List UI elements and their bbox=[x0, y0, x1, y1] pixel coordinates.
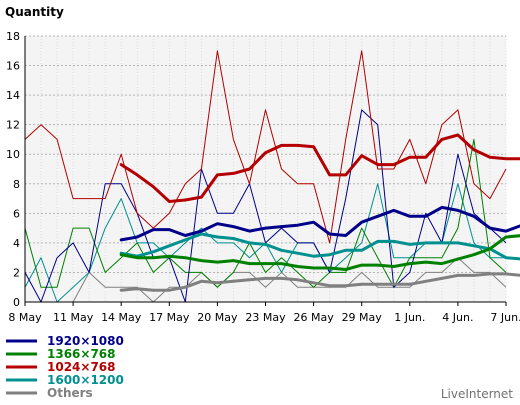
x-tick-label: 11 May bbox=[53, 311, 94, 324]
x-tick-label: 8 May bbox=[8, 311, 42, 324]
smoothed-line bbox=[119, 232, 520, 261]
smoothed-line bbox=[119, 272, 520, 292]
x-tick-label: 7 Jun. bbox=[490, 311, 520, 324]
legend-label: 1366×768 bbox=[47, 347, 116, 361]
smoothed-line bbox=[119, 205, 520, 242]
legend-label: 1920×1080 bbox=[47, 334, 124, 348]
y-tick-label: 6 bbox=[13, 207, 20, 220]
y-tick-label: 14 bbox=[6, 89, 20, 102]
legend-label: 1024×768 bbox=[47, 360, 116, 374]
smoothed-series-lines bbox=[119, 133, 520, 292]
x-tick-labels: 8 May 11 May 14 May 17 May 20 May 23 May 26 Ma… bbox=[8, 302, 520, 324]
y-tick-label: 0 bbox=[13, 296, 20, 309]
y-tick-label: 4 bbox=[13, 237, 20, 250]
credit-label: LiveInternet bbox=[441, 387, 513, 401]
smoothed-line bbox=[119, 133, 520, 203]
y-tick-label: 16 bbox=[6, 60, 20, 73]
x-tick-label: 23 May bbox=[245, 311, 286, 324]
x-tick-label: 14 May bbox=[101, 311, 142, 324]
y-tick-label: 18 bbox=[6, 30, 20, 43]
x-tick-label: 4 Jun. bbox=[442, 311, 473, 324]
daily-line bbox=[25, 257, 507, 303]
y-tick-label: 10 bbox=[6, 148, 20, 161]
y-tick-label: 2 bbox=[13, 266, 20, 279]
legend-label: Others bbox=[47, 386, 93, 400]
x-tick-label: 1 Jun. bbox=[394, 311, 425, 324]
smoothed-line bbox=[119, 234, 520, 271]
x-tick-label: 26 May bbox=[293, 311, 334, 324]
daily-line bbox=[24, 138, 507, 288]
y-tick-label: 8 bbox=[13, 178, 20, 191]
x-tick-label: 20 May bbox=[197, 311, 238, 324]
y-tick-labels: 0 2 4 6 8 10 12 14 16 18 bbox=[6, 30, 20, 309]
y-tick-label: 12 bbox=[6, 119, 20, 132]
y-axis-label: Quantity bbox=[5, 5, 64, 19]
x-tick-label: 17 May bbox=[149, 311, 190, 324]
daily-line bbox=[24, 50, 507, 244]
legend-label: 1600×1200 bbox=[47, 373, 124, 387]
x-tick-label: 29 May bbox=[342, 311, 383, 324]
